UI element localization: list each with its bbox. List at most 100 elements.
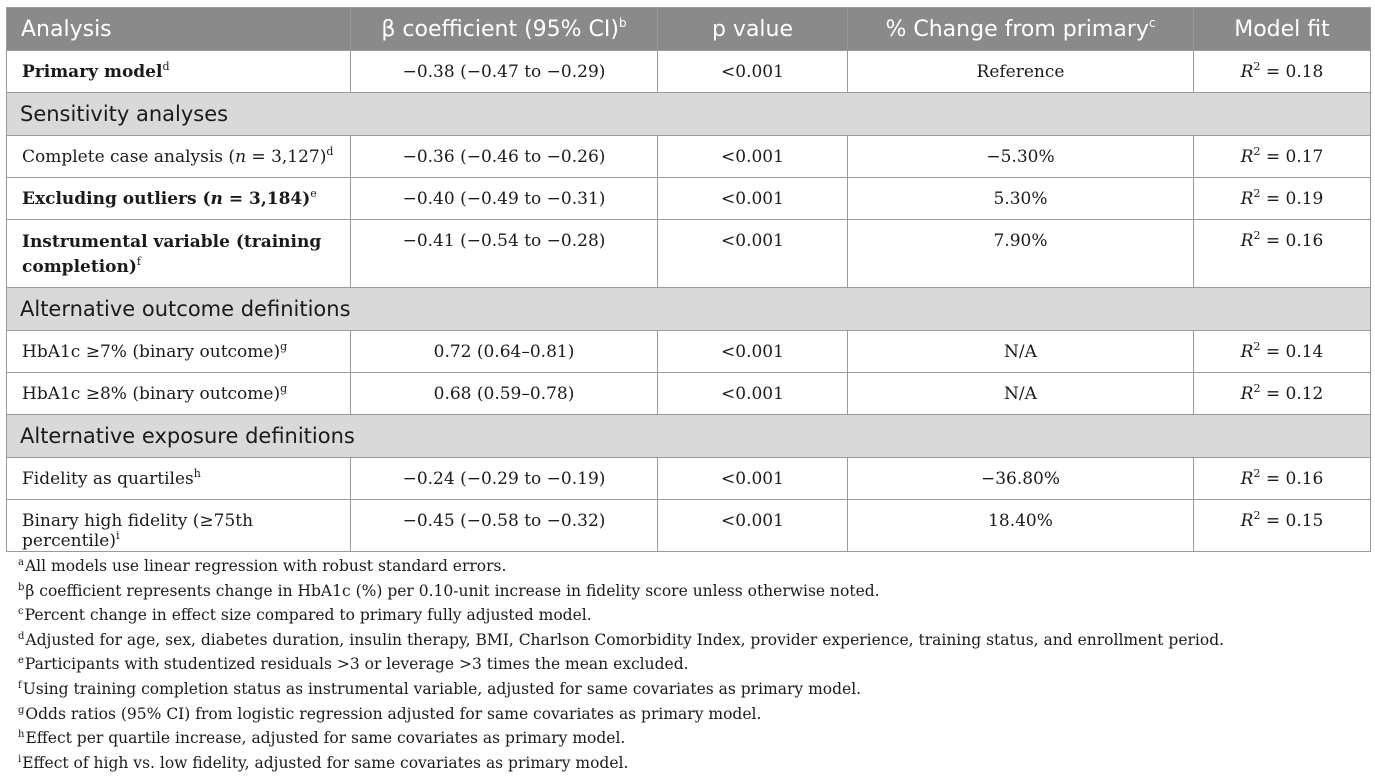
footnote-text: Percent change in effect size compared t… <box>24 606 592 625</box>
p-value-cell: <0.001 <box>657 499 848 552</box>
table-row: Instrumental variable (training completi… <box>6 219 1371 288</box>
beta-cell: −0.24 (−0.29 to −0.19) <box>350 457 658 500</box>
r2-value: = 0.12 <box>1265 384 1324 404</box>
change-cell: 7.90% <box>847 219 1194 288</box>
footnote-text: All models use linear regression with ro… <box>24 557 507 575</box>
section-title: Alternative exposure definitions <box>6 414 1371 458</box>
footnote-text: Using training completion status as inst… <box>22 679 862 698</box>
footnote: gOdds ratios (95% CI) from logistic regr… <box>18 702 1358 727</box>
footnote-text: Effect of high vs. low fidelity, adjuste… <box>22 753 629 772</box>
table-footnotes: aAll models use linear regression with r… <box>18 554 1358 775</box>
sensitivity-analysis-table: Analysis β coefficient (95% CI)b p value… <box>6 7 1371 552</box>
p-value-cell: <0.001 <box>657 135 848 178</box>
header-analysis: Analysis <box>6 7 351 51</box>
row-label-text: Primary model <box>22 62 163 82</box>
footnote-mark: h <box>193 467 201 480</box>
p-value-cell: <0.001 <box>657 457 848 500</box>
change-cell: 18.40% <box>847 499 1194 552</box>
row-label: Complete case analysis (n = 3,127)d <box>6 135 351 178</box>
footnote: cPercent change in effect size compared … <box>18 603 1358 628</box>
beta-cell: 0.68 (0.59–0.78) <box>350 372 658 415</box>
section-row: Alternative exposure definitions <box>6 414 1371 458</box>
footnote-mark: f <box>136 255 141 268</box>
change-cell: −36.80% <box>847 457 1194 500</box>
header-model-fit: Model fit <box>1193 7 1371 51</box>
footnote-marker: c <box>18 606 24 618</box>
header-beta-label: β coefficient (95% CI) <box>381 16 619 42</box>
table-row: Binary high fidelity (≥75th percentile)i… <box>6 499 1371 552</box>
beta-cell: −0.40 (−0.49 to −0.31) <box>350 177 658 220</box>
row-label-text: Fidelity as quartiles <box>22 469 194 489</box>
p-value-cell: <0.001 <box>657 177 848 220</box>
footnote-text: Odds ratios (95% CI) from logistic regre… <box>25 704 762 723</box>
section-row: Alternative outcome definitions <box>6 287 1371 331</box>
p-value-cell: <0.001 <box>657 50 848 93</box>
footnote: bβ coefficient represents change in HbA1… <box>18 579 1358 604</box>
row-label-text: HbA1c ≥7% (binary outcome) <box>22 342 281 362</box>
beta-cell: −0.36 (−0.46 to −0.26) <box>350 135 658 178</box>
r2-value: = 0.16 <box>1265 231 1324 251</box>
footnote-text: Participants with studentized residuals … <box>24 655 689 674</box>
footnote-marker: g <box>18 704 25 716</box>
r2-value: = 0.15 <box>1265 511 1324 531</box>
row-label: Primary modeld <box>6 50 351 93</box>
r2-value: = 0.14 <box>1265 342 1324 362</box>
section-title: Alternative outcome definitions <box>6 287 1371 331</box>
header-beta-footnote-mark: b <box>618 15 627 30</box>
beta-cell: −0.38 (−0.47 to −0.29) <box>350 50 658 93</box>
footnote-mark: d <box>162 60 170 73</box>
change-cell: N/A <box>847 330 1194 373</box>
model-fit-cell: R2 = 0.17 <box>1193 135 1371 178</box>
footnote-mark: d <box>326 145 334 158</box>
footnote-marker: e <box>18 655 24 667</box>
model-fit-cell: R2 = 0.16 <box>1193 219 1371 288</box>
section-title: Sensitivity analyses <box>6 92 1371 136</box>
model-fit-cell: R2 = 0.19 <box>1193 177 1371 220</box>
change-cell: 5.30% <box>847 177 1194 220</box>
row-label-text: HbA1c ≥8% (binary outcome) <box>22 384 281 404</box>
footnote: dAdjusted for age, sex, diabetes duratio… <box>18 628 1358 653</box>
model-fit-cell: R2 = 0.16 <box>1193 457 1371 500</box>
row-label: Instrumental variable (training completi… <box>6 219 351 288</box>
footnote: aAll models use linear regression with r… <box>18 554 1358 579</box>
row-label-text: Instrumental variable (training completi… <box>22 232 322 277</box>
header-p-value: p value <box>657 7 848 51</box>
beta-cell: 0.72 (0.64–0.81) <box>350 330 658 373</box>
footnote-marker: d <box>18 630 25 642</box>
model-fit-cell: R2 = 0.18 <box>1193 50 1371 93</box>
r2-value: = 0.18 <box>1265 62 1324 82</box>
footnote-text: Adjusted for age, sex, diabetes duration… <box>25 630 1225 649</box>
change-cell: Reference <box>847 50 1194 93</box>
table-row: Primary modeld −0.38 (−0.47 to −0.29) <0… <box>6 50 1371 93</box>
table-row: Complete case analysis (n = 3,127)d −0.3… <box>6 135 1371 178</box>
footnote-marker: a <box>18 557 24 568</box>
beta-cell: −0.41 (−0.54 to −0.28) <box>350 219 658 288</box>
beta-cell: −0.45 (−0.58 to −0.32) <box>350 499 658 552</box>
footnote-mark: g <box>280 340 288 353</box>
footnote-text: Effect per quartile increase, adjusted f… <box>25 729 626 748</box>
header-change-footnote-mark: c <box>1148 15 1156 30</box>
footnote-marker: i <box>18 753 22 765</box>
r2-value: = 0.19 <box>1265 189 1324 209</box>
footnote-mark: i <box>116 529 120 542</box>
row-label: Fidelity as quartilesh <box>6 457 351 500</box>
footnote-marker: h <box>18 729 25 741</box>
footnote: fUsing training completion status as ins… <box>18 677 1358 702</box>
model-fit-cell: R2 = 0.12 <box>1193 372 1371 415</box>
row-label: Binary high fidelity (≥75th percentile)i <box>6 499 351 552</box>
footnote-marker: f <box>18 679 22 691</box>
footnote-text: β coefficient represents change in HbA1c… <box>25 581 880 600</box>
table-header-row: Analysis β coefficient (95% CI)b p value… <box>6 7 1371 51</box>
p-value-cell: <0.001 <box>657 372 848 415</box>
r2-value: = 0.17 <box>1265 147 1324 167</box>
change-cell: N/A <box>847 372 1194 415</box>
results-table-container: Analysis β coefficient (95% CI)b p value… <box>6 7 1371 552</box>
footnote: eParticipants with studentized residuals… <box>18 652 1358 677</box>
table-row: Fidelity as quartilesh −0.24 (−0.29 to −… <box>6 457 1371 500</box>
table-row: Excluding outliers (n = 3,184)e −0.40 (−… <box>6 177 1371 220</box>
table-row: HbA1c ≥7% (binary outcome)g 0.72 (0.64–0… <box>6 330 1371 373</box>
p-value-cell: <0.001 <box>657 219 848 288</box>
p-value-cell: <0.001 <box>657 330 848 373</box>
footnote: iEffect of high vs. low fidelity, adjust… <box>18 751 1358 776</box>
row-label: HbA1c ≥8% (binary outcome)g <box>6 372 351 415</box>
